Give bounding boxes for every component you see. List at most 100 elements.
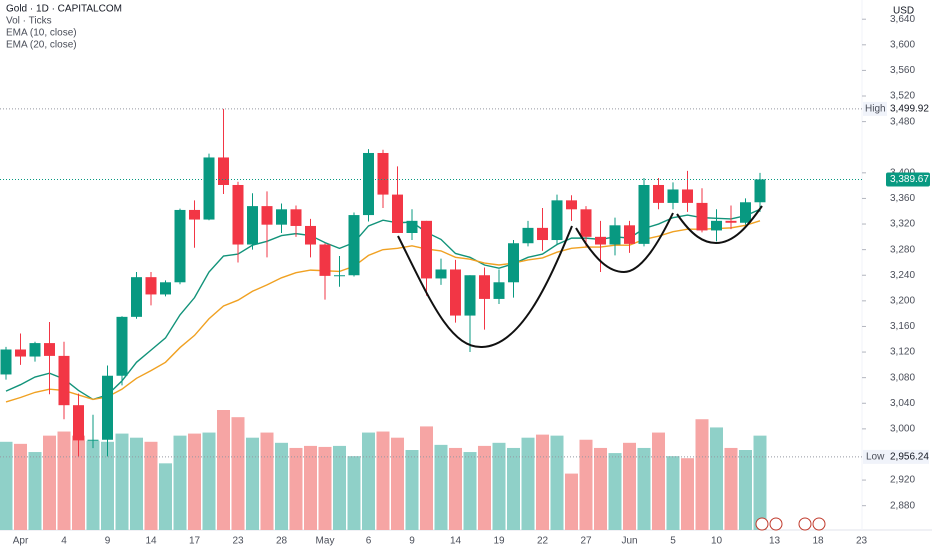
volume-bar: [623, 442, 636, 530]
low-tag: Low: [866, 452, 885, 463]
volume-bar: [14, 443, 27, 530]
x-tick-label: Apr: [13, 536, 29, 547]
candle-body: [682, 189, 693, 203]
candle-body: [595, 236, 606, 245]
volume-bar: [72, 435, 85, 530]
candle-body: [348, 215, 360, 276]
x-tick-label: 9: [105, 536, 111, 547]
candle-body: [276, 209, 287, 225]
handle-drawing: [575, 212, 674, 274]
volume-bar: [57, 431, 71, 530]
candle-body: [145, 277, 157, 295]
volume-bar: [652, 432, 665, 530]
x-tick-label: May: [316, 536, 335, 547]
x-tick-label: 9: [409, 536, 415, 547]
y-tick-label: 3,600: [890, 39, 915, 50]
volume-bar: [173, 435, 187, 530]
candle-body: [218, 157, 229, 185]
volume-bar: [275, 442, 288, 530]
candle-body: [624, 225, 635, 244]
volume-bar: [536, 434, 549, 530]
volume-bar: [666, 456, 680, 530]
candle-body: [305, 225, 316, 245]
x-tick-label: 4: [61, 536, 67, 547]
volume-bar: [463, 452, 477, 530]
volume-bar: [159, 463, 172, 530]
low-value: 2,956.24: [890, 452, 929, 463]
volume-bar: [608, 453, 622, 530]
candle-body: [363, 152, 374, 216]
pattern-drawings: [397, 205, 763, 349]
y-tick-label: 3,120: [890, 347, 915, 358]
volume-bar: [115, 433, 129, 530]
y-tick-label: 3,080: [890, 372, 915, 383]
candle-body: [653, 184, 664, 203]
high-tag: High: [865, 104, 886, 115]
candle-body: [435, 269, 447, 279]
event-icon[interactable]: [798, 517, 812, 531]
candle-body: [638, 184, 650, 244]
event-icon[interactable]: [812, 517, 826, 531]
candle-body: [696, 202, 708, 231]
candle-body: [203, 157, 215, 220]
y-tick-label: 3,160: [890, 321, 915, 332]
volume-bar: [449, 447, 462, 530]
candle-body: [116, 316, 128, 376]
volume-bar: [362, 432, 375, 530]
candle-body: [537, 227, 548, 241]
candle-body: [189, 209, 200, 220]
volume-bar: [594, 447, 607, 530]
x-tick-label: 28: [276, 536, 288, 547]
volume-bar: [739, 450, 752, 530]
high-tag-bg: [863, 101, 887, 116]
candle-body: [247, 206, 258, 245]
candle-body: [160, 282, 171, 295]
legend-volume: Vol · Ticks: [6, 16, 52, 27]
candle-body: [566, 200, 577, 210]
candle-body: [609, 225, 621, 245]
candle-body: [131, 277, 142, 317]
candle-body: [290, 209, 302, 226]
y-tick-label: 3,640: [890, 14, 915, 25]
x-tick-label: 13: [769, 536, 781, 547]
x-tick-label: 27: [580, 536, 592, 547]
y-tick-label: 3,280: [890, 244, 915, 255]
volume-bar: [434, 444, 448, 530]
candle-body: [421, 220, 432, 279]
x-tick-label: 22: [537, 536, 549, 547]
candle-body: [73, 405, 84, 441]
volume-bar: [130, 437, 143, 530]
candle-body: [174, 209, 186, 283]
plot: [0, 108, 767, 530]
candle-body: [450, 269, 461, 316]
y-tick-label: 2,920: [890, 475, 915, 486]
event-icon[interactable]: [769, 517, 783, 531]
y-tick-label: 3,560: [890, 65, 915, 76]
volume-bar: [391, 437, 404, 530]
x-tick-label: 6: [366, 536, 372, 547]
volume-bar: [304, 445, 317, 530]
volume-bar: [478, 445, 491, 530]
candle-body: [508, 243, 519, 283]
x-tick-label: 14: [145, 536, 157, 547]
candle-body: [711, 220, 722, 231]
legend-ema20: EMA (20, close): [6, 40, 77, 51]
volume-bar: [289, 447, 303, 530]
candle-body: [392, 194, 403, 233]
event-icons: [755, 517, 826, 531]
chart-title: Gold · 1D · CAPITALCOM: [6, 4, 122, 15]
low-tag-bg: [863, 449, 929, 464]
event-icon[interactable]: [755, 517, 769, 531]
candle-body: [406, 220, 418, 233]
candle-body: [580, 209, 592, 237]
volume-bar: [260, 432, 274, 530]
candle-body: [725, 220, 737, 223]
candle-body: [29, 343, 41, 357]
y-tick-label: 3,320: [890, 219, 915, 230]
candle-body: [479, 275, 490, 299]
currency: USD: [893, 6, 914, 17]
volume-bar: [753, 435, 767, 530]
volume-bar: [507, 447, 520, 530]
volume-bar: [202, 432, 216, 530]
